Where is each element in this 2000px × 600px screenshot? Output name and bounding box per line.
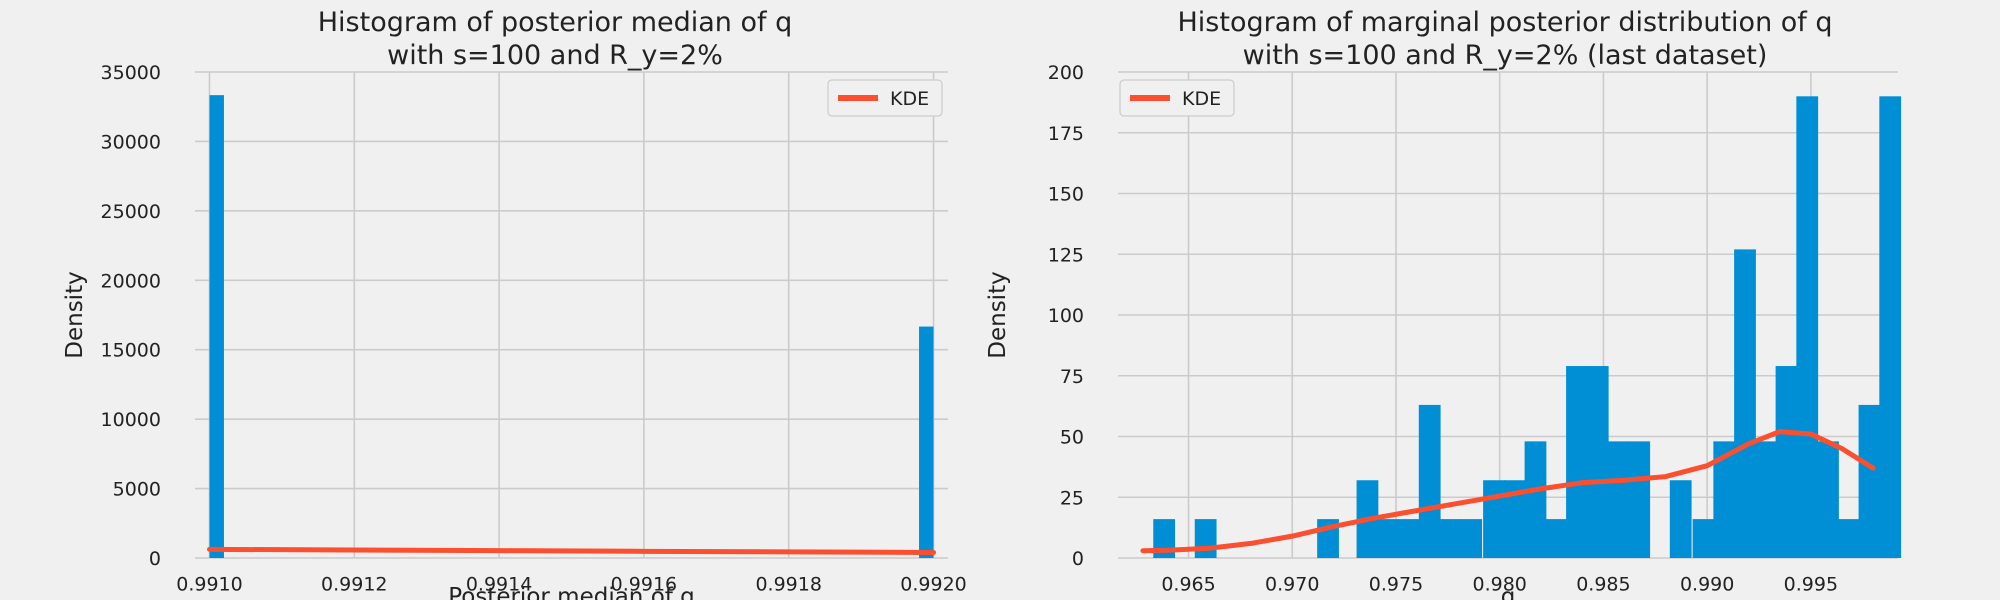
histogram-bar (1398, 519, 1420, 558)
histogram-bar (1754, 441, 1777, 558)
x-tick-label: 0.980 (1472, 574, 1526, 596)
left-x-ticks: 0.9910 0.9912 0.9914 0.9916 0.9918 0.9920 (176, 574, 967, 596)
right-title-line2: with s=100 and R_y=2% (last dataset) (1243, 40, 1768, 71)
left-chart-panel: 0.9910 0.9912 0.9914 0.9916 0.9918 0.9920 0 50… (62, 7, 967, 600)
right-chart-panel: 0.965 0.970 0.975 0.980 0.985 0.990 0.995 0 25 5… (985, 7, 1902, 600)
histogram-bar (1858, 404, 1881, 558)
histogram-bar (1524, 441, 1547, 558)
y-tick-label: 25000 (101, 201, 161, 223)
left-legend: KDE (827, 79, 943, 117)
histogram-bar (1817, 441, 1839, 558)
y-tick-label: 5000 (113, 479, 161, 501)
right-legend: KDE (1119, 79, 1235, 117)
y-tick-label: 15000 (101, 340, 161, 362)
y-tick-label: 0 (1072, 548, 1084, 570)
left-legend-box (827, 79, 943, 117)
right-x-ticks: 0.965 0.970 0.975 0.980 0.985 0.990 0.995 (1161, 574, 1838, 596)
histogram-bar (1439, 519, 1462, 558)
x-tick-label: 0.990 (1680, 574, 1734, 596)
left-legend-kde-label: KDE (890, 88, 929, 110)
histogram-bar (1713, 441, 1736, 558)
x-tick-label: 0.9918 (755, 574, 821, 596)
left-y-axis-label: Density (62, 271, 88, 358)
histogram-bar (1377, 519, 1400, 558)
y-tick-label: 50 (1060, 427, 1084, 449)
x-tick-label: 0.975 (1369, 574, 1423, 596)
histogram-bar (1483, 480, 1505, 558)
y-tick-label: 175 (1048, 123, 1084, 145)
right-title-line1: Histogram of marginal posterior distribu… (1177, 7, 1832, 38)
x-tick-label: 0.985 (1576, 574, 1630, 596)
y-tick-label: 35000 (101, 62, 161, 84)
kde-line (206, 546, 937, 555)
right-kde (1140, 429, 1876, 554)
histogram-bar (1503, 480, 1526, 558)
right-bars (1153, 96, 1902, 559)
y-tick-label: 125 (1048, 244, 1084, 266)
y-tick-label: 10000 (101, 409, 161, 431)
histogram-bar (919, 326, 934, 558)
left-plot-area (195, 72, 948, 558)
left-y-ticks: 0 5000 10000 15000 20000 25000 30000 35000 (101, 62, 161, 570)
y-tick-label: 100 (1048, 305, 1084, 327)
left-kde (206, 546, 937, 555)
histogram-bar (1734, 249, 1756, 558)
right-y-axis-label: Density (985, 271, 1011, 358)
histogram-bar (1586, 366, 1609, 558)
x-tick-label: 0.9914 (466, 574, 532, 596)
histogram-bar (1837, 519, 1860, 558)
left-title-line2: with s=100 and R_y=2% (387, 40, 723, 71)
histogram-bar (1545, 519, 1568, 558)
x-tick-label: 0.9916 (611, 574, 677, 596)
right-legend-kde-label: KDE (1182, 88, 1221, 110)
x-tick-label: 0.965 (1161, 574, 1215, 596)
x-tick-label: 0.995 (1784, 574, 1838, 596)
histogram-bar (1796, 96, 1819, 559)
y-tick-label: 20000 (101, 270, 161, 292)
right-y-ticks: 0 25 50 75 100 125 150 175 200 (1048, 62, 1084, 570)
left-bars (209, 95, 934, 558)
histogram-bar (1607, 441, 1630, 558)
histogram-bar (1692, 519, 1715, 558)
right-x-axis-label: q (1501, 584, 1516, 600)
x-tick-label: 0.9920 (900, 574, 966, 596)
histogram-bar (1669, 480, 1692, 558)
right-legend-box (1119, 79, 1235, 117)
x-tick-label: 0.970 (1265, 574, 1319, 596)
x-tick-label: 0.9910 (176, 574, 242, 596)
y-tick-label: 30000 (101, 131, 161, 153)
left-title-line1: Histogram of posterior median of q (318, 7, 793, 38)
y-tick-label: 75 (1060, 366, 1084, 388)
y-tick-label: 200 (1048, 62, 1084, 84)
histogram-bar (209, 95, 224, 558)
histogram-bar (1775, 366, 1798, 558)
histogram-bar (1460, 519, 1483, 558)
y-tick-label: 150 (1048, 184, 1084, 206)
histogram-bar (1194, 519, 1217, 558)
histogram-bar (1879, 96, 1902, 559)
y-tick-label: 0 (149, 548, 161, 570)
histogram-bar (1418, 404, 1441, 558)
left-x-axis-label: Posterior median of q (448, 584, 695, 600)
x-tick-label: 0.9912 (321, 574, 387, 596)
histogram-bar (1566, 366, 1588, 558)
y-tick-label: 25 (1060, 487, 1084, 509)
kde-line (1140, 429, 1876, 554)
histogram-bar (1628, 441, 1651, 558)
